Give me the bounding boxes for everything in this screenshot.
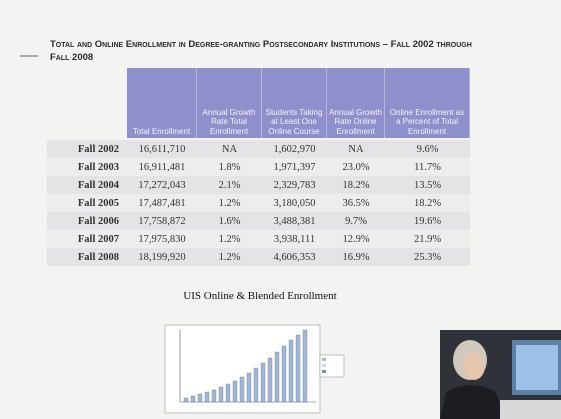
table-cell: 1.8%	[197, 158, 262, 176]
table-cell: 3,180,050	[262, 194, 327, 212]
decor-dash	[20, 55, 38, 57]
table-cell: 9.7%	[327, 212, 385, 230]
table-cell: 1,971,397	[262, 158, 327, 176]
table-cell: 17,758,872	[127, 212, 197, 230]
table-cell: 18,199,920	[127, 248, 197, 266]
table-cell: 25.3%	[385, 248, 470, 266]
column-header: Students Taking at Least One Online Cour…	[262, 68, 327, 138]
chart-image	[164, 324, 345, 414]
table-cell: NA	[197, 140, 262, 158]
table-cell: 2,329,783	[262, 176, 327, 194]
table-cell: 36.5%	[327, 194, 385, 212]
figure-caption: UIS Online & Blended Enrollment	[183, 290, 337, 302]
table-cell: 17,487,481	[127, 194, 197, 212]
table-cell: NA	[327, 140, 385, 158]
table-cell: 16,911,481	[127, 158, 197, 176]
column-header: Annual Growth Rate Total Enrollment	[197, 68, 262, 138]
row-label: Fall 2005	[47, 194, 127, 212]
row-label: Fall 2007	[47, 230, 127, 248]
table-cell: 21.9%	[385, 230, 470, 248]
row-label: Fall 2008	[47, 248, 127, 266]
table-cell: 1.2%	[197, 230, 262, 248]
table-cell: 23.0%	[327, 158, 385, 176]
table-cell: 1.2%	[197, 248, 262, 266]
table-cell: 2.1%	[197, 176, 262, 194]
row-label: Fall 2003	[47, 158, 127, 176]
table-cell: 11.7%	[385, 158, 470, 176]
table-cell: 1.6%	[197, 212, 262, 230]
column-header: Online Enrollment as a Percent of Total …	[385, 68, 470, 138]
row-label: Fall 2006	[47, 212, 127, 230]
table-cell: 13.5%	[385, 176, 470, 194]
table-cell: 3,488,381	[262, 212, 327, 230]
column-header: Total Enrollment	[127, 68, 197, 138]
table-cell: 4,606,353	[262, 248, 327, 266]
table-cell: 1.2%	[197, 194, 262, 212]
column-header: Annual Growth Rate Online Enrollment	[327, 68, 385, 138]
table-cell: 1,602,970	[262, 140, 327, 158]
table-cell: 12.9%	[327, 230, 385, 248]
table-cell: 9.6%	[385, 140, 470, 158]
table-cell: 17,975,830	[127, 230, 197, 248]
title: Total and Online Enrollment in Degree-gr…	[50, 39, 472, 63]
table-cell: 16,611,710	[127, 140, 197, 158]
row-label: Fall 2002	[47, 140, 127, 158]
table-cell: 17,272,043	[127, 176, 197, 194]
photo	[440, 330, 561, 419]
table-cell: 18.2%	[327, 176, 385, 194]
table-cell: 18.2%	[385, 194, 470, 212]
table-cell: 3,938,111	[262, 230, 327, 248]
row-label: Fall 2004	[47, 176, 127, 194]
table-cell: 19.6%	[385, 212, 470, 230]
table-cell: 16.9%	[327, 248, 385, 266]
